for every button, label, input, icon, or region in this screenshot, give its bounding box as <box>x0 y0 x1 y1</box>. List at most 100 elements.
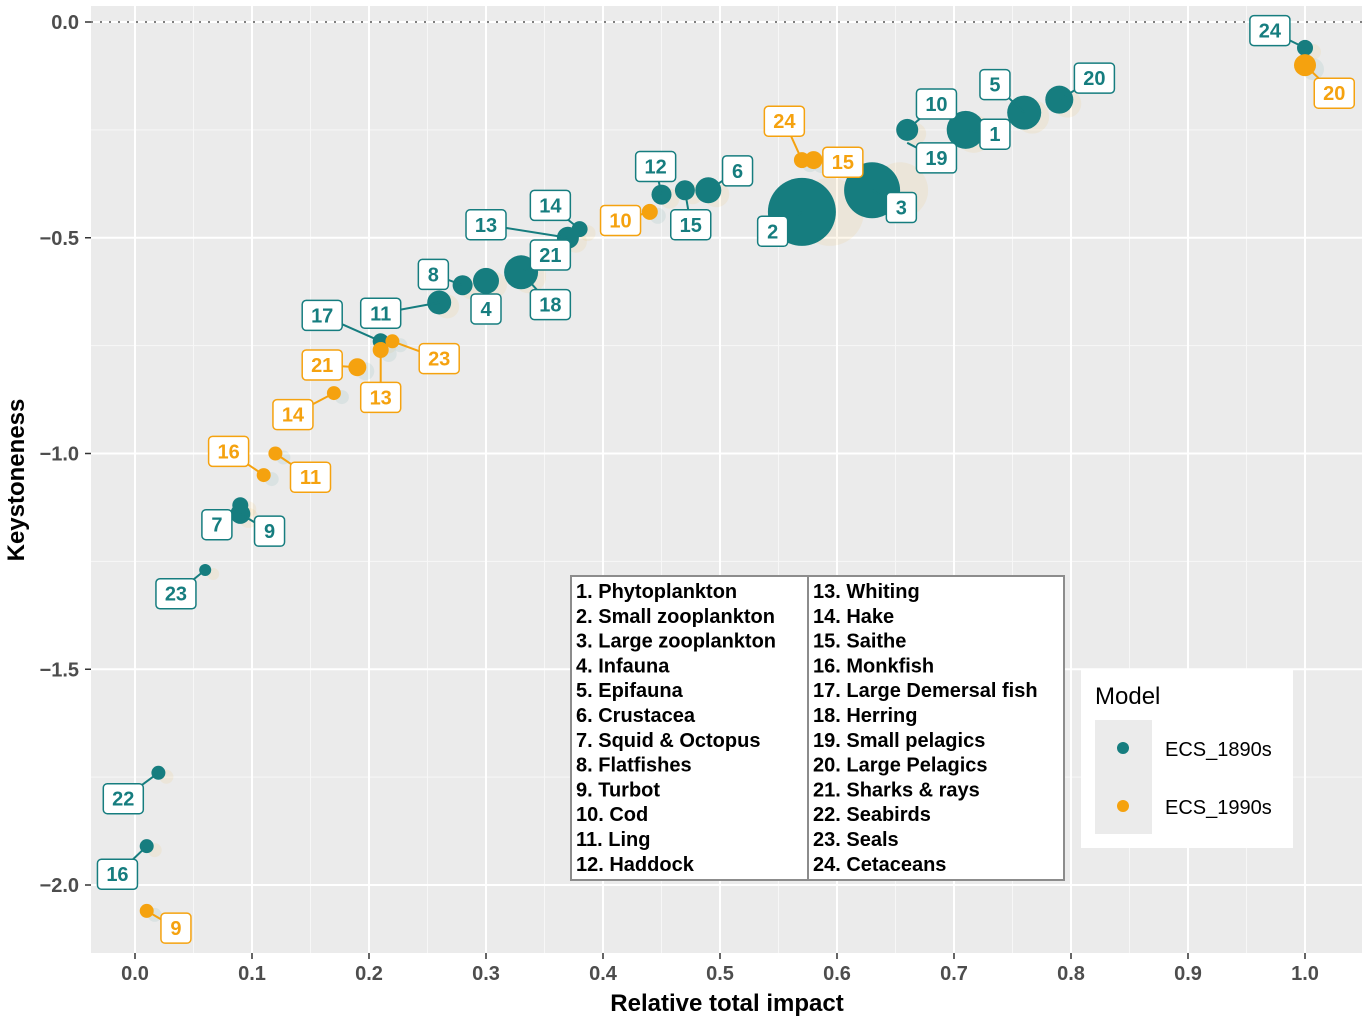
x-axis-ticks: 0.0 0.1 0.2 0.3 0.4 0.5 0.6 0.7 0.8 0.9 1.0 <box>121 953 1319 985</box>
key-table-entry: 12. Haddock <box>576 854 695 876</box>
point-label-text: 13 <box>475 215 497 237</box>
x-tick-label: 0.3 <box>472 963 500 985</box>
point-label-box <box>465 209 507 241</box>
x-tick-label: 0.4 <box>589 963 618 985</box>
point-label-text: 14 <box>539 195 562 217</box>
point-label-text: 24 <box>773 111 796 133</box>
point-label-box <box>102 782 145 815</box>
legend-label-1990s: ECS_1990s <box>1165 797 1272 819</box>
point-label-box <box>301 349 343 381</box>
legend: Model ECS_1890s ECS_1990s <box>1081 670 1293 848</box>
point-label-text: 7 <box>211 515 222 537</box>
point-label-text: 21 <box>539 245 561 267</box>
point-label-text: 3 <box>896 198 907 220</box>
x-axis-title: Relative total impact <box>610 990 843 1017</box>
point-label-box <box>289 461 332 493</box>
key-table-entry: 15. Saithe <box>813 631 906 653</box>
point-label-text: 23 <box>165 584 187 606</box>
point-label-text: 21 <box>311 355 333 377</box>
y-tick-label: −1.0 <box>40 444 79 466</box>
point-label-text: 17 <box>311 305 333 327</box>
legend-title: Model <box>1095 683 1160 710</box>
point-label-box <box>359 297 402 330</box>
point-label-box <box>979 68 1011 101</box>
key-table-entry: 8. Flatfishes <box>576 755 692 777</box>
key-table-entry: 20. Large Pelagics <box>813 755 988 777</box>
key-table-entry: 24. Cetaceans <box>813 854 946 876</box>
point-label-text: 9 <box>264 521 275 543</box>
point-label-text: 16 <box>106 864 128 886</box>
point-label-box <box>756 215 789 248</box>
point-label-text: 8 <box>428 264 439 286</box>
point-label-box <box>670 209 712 241</box>
point-label-box <box>359 381 402 414</box>
point-label-box <box>979 118 1011 150</box>
point-label-box <box>253 515 286 547</box>
point-label-text: 6 <box>732 161 743 183</box>
point-label-box <box>529 189 572 222</box>
point-label-box <box>915 88 958 120</box>
point-label-box <box>272 398 314 431</box>
key-table-left-column: 1. Phytoplankton 2. Small zooplankton 3. L… <box>576 581 776 876</box>
y-tick-label: 0.0 <box>51 12 79 34</box>
point-label-box <box>1313 77 1355 109</box>
point-label-text: 11 <box>300 467 321 489</box>
legend-key-1990s <box>1117 800 1129 812</box>
point-label-box <box>529 239 572 271</box>
key-table-entry: 19. Small pelagics <box>813 730 985 752</box>
point-label-text: 20 <box>1323 83 1345 105</box>
point-label-box <box>885 191 918 224</box>
point-label-text: 4 <box>480 299 492 321</box>
point-label-box <box>201 508 233 541</box>
point-label-box <box>822 146 864 178</box>
key-table-entry: 11. Ling <box>576 829 650 851</box>
point-label-box <box>470 293 502 325</box>
key-table-entry: 9. Turbot <box>576 779 660 801</box>
x-tick-label: 0.6 <box>823 963 851 985</box>
point-label-text: 16 <box>217 441 239 463</box>
key-table-entry: 17. Large Demersal fish <box>813 680 1038 702</box>
key-table-entry: 1. Phytoplankton <box>576 581 737 603</box>
key-table-entry: 23. Seals <box>813 829 899 851</box>
key-table-entry: 2. Small zooplankton <box>576 606 775 628</box>
point-label-box <box>1073 62 1116 94</box>
x-tick-label: 1.0 <box>1291 963 1319 985</box>
point-label-text: 5 <box>989 75 1000 97</box>
point-label-text: 9 <box>170 918 181 940</box>
point-label-text: 22 <box>112 789 134 811</box>
point-label-box <box>915 142 958 174</box>
point-label-text: 24 <box>1259 21 1282 43</box>
point-label-box <box>418 342 460 375</box>
key-table-entry: 16. Monkfish <box>813 655 934 677</box>
key-table-entry: 21. Sharks & rays <box>813 779 980 801</box>
legend-key-background <box>1095 720 1152 834</box>
x-tick-label: 0.9 <box>1174 963 1202 985</box>
y-tick-label: −1.5 <box>40 659 79 681</box>
point-label-text: 13 <box>370 387 392 409</box>
key-table-entry: 5. Epifauna <box>576 680 684 702</box>
point-label-box <box>160 912 192 944</box>
key-table-entry: 6. Crustacea <box>576 705 696 727</box>
key-table-entry: 22. Seabirds <box>813 804 931 826</box>
point-label-text: 1 <box>989 124 1000 146</box>
point-label-text: 12 <box>645 157 667 179</box>
key-table-entry: 4. Infauna <box>576 655 670 677</box>
point-label-box <box>96 858 139 890</box>
point-label-text: 10 <box>925 94 947 116</box>
legend-key-1890s <box>1117 742 1129 754</box>
key-table-entry: 18. Herring <box>813 705 917 727</box>
species-key-table: 1. Phytoplankton 2. Small zooplankton 3. L… <box>570 575 1065 881</box>
point-label-text: 11 <box>370 303 391 325</box>
point-label-text: 18 <box>539 295 561 317</box>
key-table-entry: 13. Whiting <box>813 581 920 603</box>
point-label-text: 19 <box>925 148 947 170</box>
point-label-box <box>763 105 806 137</box>
key-table-box-right <box>807 575 1065 881</box>
y-tick-label: −0.5 <box>40 228 79 250</box>
x-tick-label: 0.5 <box>706 963 734 985</box>
x-tick-label: 0.2 <box>355 963 383 985</box>
point-label-text: 14 <box>282 405 305 427</box>
point-label-box <box>529 288 572 321</box>
key-table-entry: 3. Large zooplankton <box>576 631 776 653</box>
point-label-box <box>599 204 642 237</box>
